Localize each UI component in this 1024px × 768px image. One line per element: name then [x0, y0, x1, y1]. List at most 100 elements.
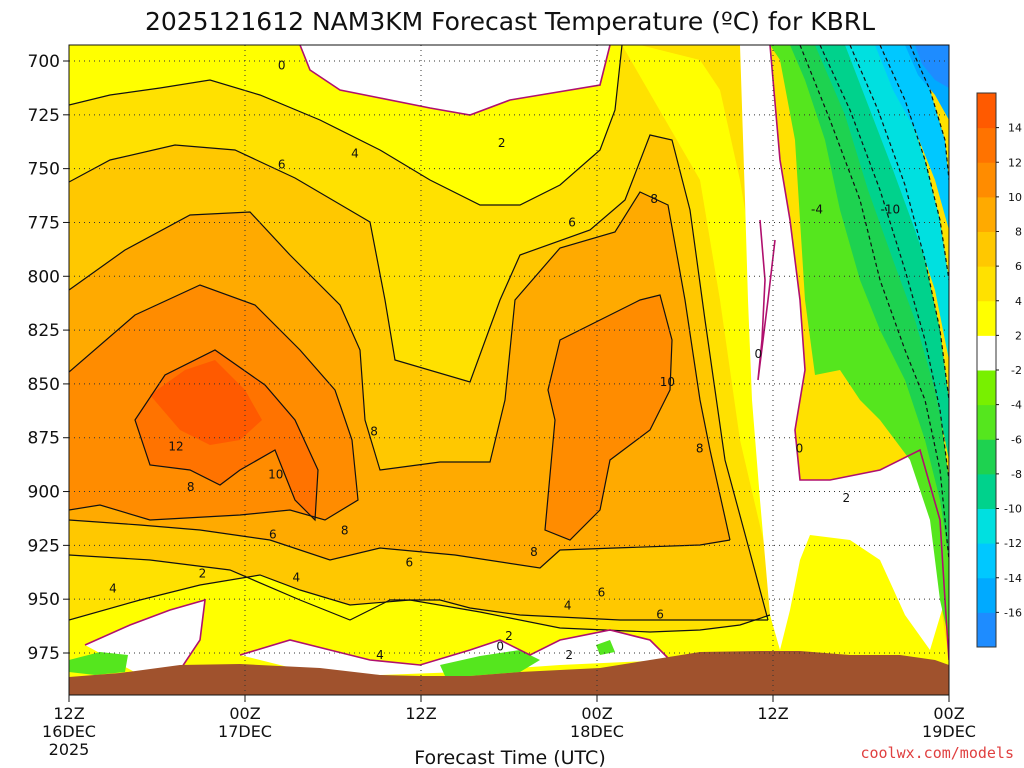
- contour-label: 0: [755, 347, 763, 361]
- contour-label-text: 8: [187, 480, 195, 494]
- colorbar-tick-label: -10: [1004, 503, 1022, 516]
- y-tick-label: 775: [28, 213, 60, 233]
- contour-label: 6: [405, 556, 413, 570]
- colorbar-swatch: [977, 162, 996, 198]
- contour-label-text: 0: [755, 347, 763, 361]
- contour-line-8: [69, 191, 731, 541]
- colorbar-tick-label: -6: [1011, 433, 1022, 446]
- y-tick-label: 875: [28, 429, 60, 449]
- freezing-line-low: [84, 598, 671, 671]
- contour-label: 10: [660, 375, 675, 389]
- contour-label-text: 2: [505, 629, 513, 643]
- terrain-ground: [69, 651, 949, 695]
- contour-label-text: 8: [530, 545, 538, 559]
- colorbar-tick-label: 4: [1015, 295, 1022, 308]
- colorbar-tick-label: 8: [1015, 226, 1022, 239]
- colorbar-tick-label: 12: [1008, 156, 1022, 169]
- contour-label-text: 8: [650, 192, 658, 206]
- contour-label-text: 6: [405, 556, 413, 570]
- colorbar-tick-label: -8: [1011, 468, 1022, 481]
- contour-label: 0: [796, 441, 804, 455]
- colorbar-swatch: [977, 300, 996, 336]
- contour-label-text: 0: [496, 640, 504, 654]
- freezing-line-east-b: [757, 219, 776, 381]
- colorbar-tick-label: 6: [1015, 260, 1022, 273]
- contour-label-text: 2: [498, 136, 506, 150]
- band-minus4-to-minus6: [790, 45, 949, 560]
- contour-label-text: 2: [199, 566, 207, 580]
- colorbar-swatch: [977, 508, 996, 544]
- contour-line-8-east: [849, 45, 949, 401]
- y-tick-label: 975: [28, 644, 60, 664]
- contour-lines: [69, 45, 949, 633]
- x-tick-year: 2025: [49, 740, 90, 759]
- colorbar-swatch: [977, 93, 996, 129]
- x-tick-time: 12Z: [405, 704, 436, 723]
- contour-label-text: 6: [598, 586, 606, 600]
- colorbar-swatch: [977, 266, 996, 302]
- x-tick-date: 16DEC: [42, 722, 96, 741]
- contour-line-6: [69, 134, 769, 621]
- band-minus8-to-minus10: [845, 45, 949, 360]
- colorbar-swatch: [977, 370, 996, 406]
- band-2-to-4: [69, 45, 949, 695]
- y-tick-label: 800: [28, 267, 60, 287]
- freezing-line-east: [769, 45, 949, 661]
- colorbar-tick-label: -2: [1011, 364, 1022, 377]
- contour-label-text: -4: [811, 203, 823, 217]
- contour-label: 0: [496, 640, 504, 654]
- colorbar-tick-label: 2: [1015, 329, 1022, 342]
- contour-line-2-low: [69, 574, 771, 633]
- y-tick-label: 900: [28, 483, 60, 503]
- colorbar-swatch: [977, 439, 996, 475]
- contour-line-12-east: [909, 45, 949, 181]
- colorbar-tick-label: -14: [1004, 572, 1022, 585]
- colorbar-tick-label: 14: [1008, 122, 1022, 135]
- y-tick-label: 850: [28, 375, 60, 395]
- colorbar-tick-label: -4: [1011, 399, 1022, 412]
- contour-label-text: 4: [293, 571, 301, 585]
- colorbar-tick-label: -12: [1004, 537, 1022, 550]
- contour-label-text: 12: [168, 439, 183, 453]
- colorbar-tick-label: -16: [1004, 606, 1022, 619]
- contour-line-4-east: [799, 45, 949, 561]
- contour-label-text: 4: [376, 648, 384, 662]
- contour-label: 12: [168, 439, 183, 453]
- contour-label: 4: [376, 648, 384, 662]
- contour-label-text: 6: [656, 607, 664, 621]
- contour-label-text: 4: [564, 599, 572, 613]
- colorbar-swatch: [977, 577, 996, 613]
- contour-label: 2: [565, 648, 573, 662]
- y-tick-label: 750: [28, 160, 60, 180]
- y-tick-label: 725: [28, 106, 60, 126]
- contour-label: 4: [109, 581, 117, 595]
- contour-label-text: -10: [881, 203, 901, 217]
- grid-lines: [69, 45, 949, 695]
- contour-label: 0: [278, 58, 286, 72]
- contour-label: 6: [656, 607, 664, 621]
- y-tick-label: 825: [28, 321, 60, 341]
- band-14-plus: [150, 360, 262, 445]
- freezing-contours: [84, 45, 949, 671]
- contour-line-8-low: [69, 519, 731, 569]
- contour-label: 6: [598, 586, 606, 600]
- contour-label: -4: [811, 203, 823, 217]
- contour-label: 8: [187, 480, 195, 494]
- colorbar-swatch: [977, 473, 996, 509]
- x-tick-time: 12Z: [757, 704, 788, 723]
- contour-label-text: 4: [109, 581, 117, 595]
- contour-label: 4: [351, 147, 359, 161]
- contour-label-text: 6: [269, 528, 277, 542]
- contour-label-text: 2: [843, 491, 851, 505]
- contour-line-4: [69, 45, 623, 206]
- contour-label: 4: [293, 571, 301, 585]
- colorbar: -16 -14 -12 -10 -8 -6 -4 -2 2 4 6 8 10 12 14: [976, 92, 1022, 648]
- y-axis: 700 725 750 775 800 825 850 875 900 925 950 975: [28, 52, 69, 664]
- contour-label-text: 0: [278, 58, 286, 72]
- contour-label: 2: [843, 491, 851, 505]
- contour-label-text: 10: [660, 375, 675, 389]
- contour-line-6-low: [69, 554, 768, 621]
